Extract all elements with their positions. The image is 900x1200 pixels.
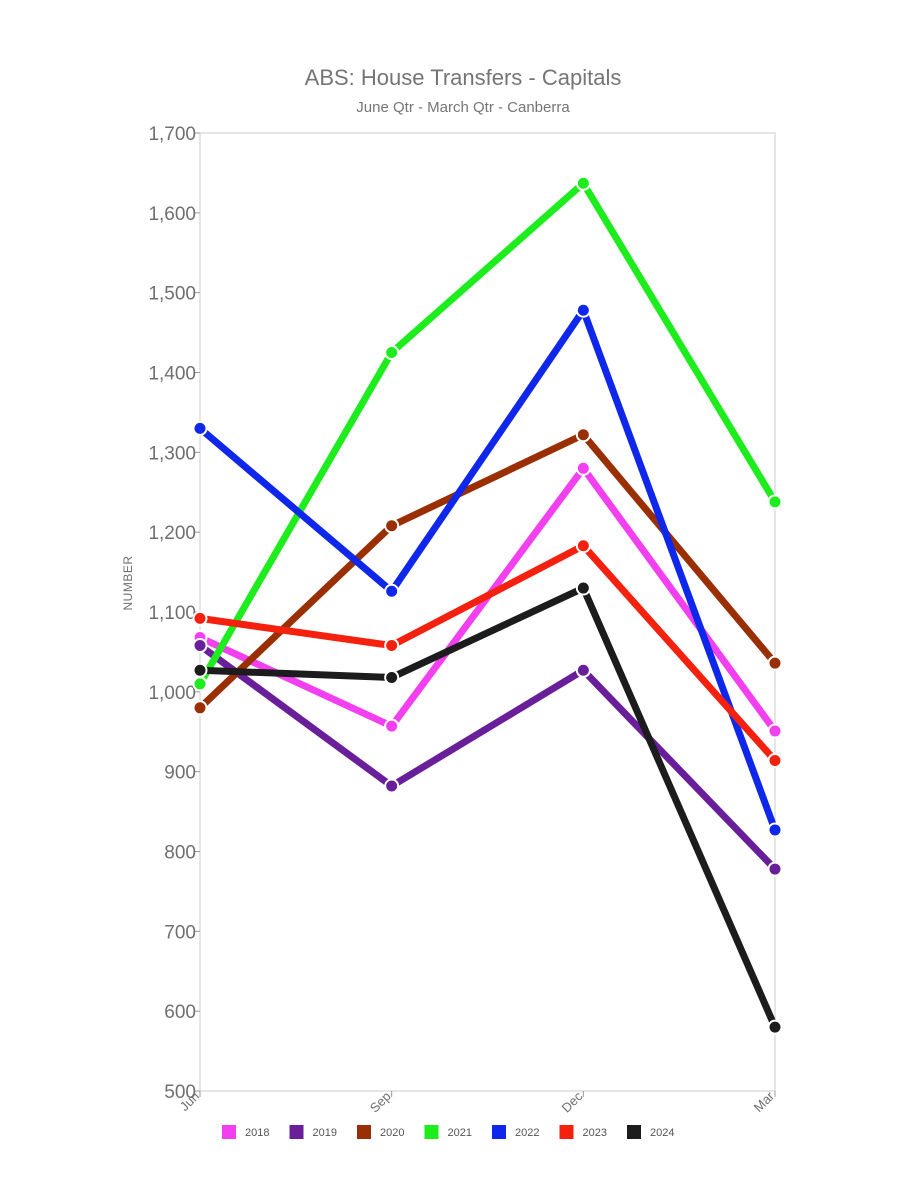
- data-point: [384, 518, 400, 534]
- data-point: [767, 752, 783, 768]
- data-point: [767, 822, 783, 838]
- legend-item: 2019: [289, 1125, 337, 1139]
- y-tick-label: 1,300: [148, 443, 196, 464]
- legend-item: 2020: [357, 1125, 404, 1139]
- data-point: [192, 662, 208, 678]
- y-tick-label: 500: [164, 1082, 196, 1103]
- data-point: [575, 460, 591, 476]
- legend: 2018 2019 2020 2021 2022 2023 2024: [222, 1125, 674, 1139]
- x-tick-label: Mar: [751, 1088, 778, 1115]
- series-2019: [192, 638, 783, 877]
- data-point: [575, 662, 591, 678]
- legend-label: 2022: [515, 1127, 539, 1139]
- series-line: [196, 431, 779, 712]
- y-tick-label: 1,200: [148, 523, 196, 544]
- y-tick-label: 1,100: [148, 603, 196, 624]
- data-point: [767, 861, 783, 877]
- legend-item: 2024: [627, 1125, 674, 1139]
- legend-label: 2024: [650, 1127, 674, 1139]
- series-2023: [192, 538, 783, 768]
- data-point: [575, 580, 591, 596]
- data-point: [192, 420, 208, 436]
- data-point: [575, 538, 591, 554]
- data-point: [384, 345, 400, 361]
- y-tick-label: 600: [164, 1002, 196, 1023]
- x-tick-label: Dec: [558, 1088, 585, 1115]
- series-line: [196, 542, 779, 764]
- legend-swatch: [424, 1125, 439, 1139]
- y-tick-label: 1,700: [148, 124, 196, 145]
- series-line: [196, 179, 779, 688]
- legend-swatch: [559, 1125, 574, 1139]
- data-point: [384, 669, 400, 685]
- series-2022: [192, 302, 783, 838]
- legend-label: 2018: [245, 1127, 269, 1139]
- data-point: [192, 638, 208, 654]
- data-point: [767, 723, 783, 739]
- data-point: [384, 583, 400, 599]
- y-tick-label: 900: [164, 763, 196, 784]
- legend-label: 2021: [448, 1127, 472, 1139]
- series-2020: [192, 427, 783, 716]
- legend-label: 2019: [313, 1127, 337, 1139]
- series-line: [196, 584, 779, 1031]
- data-point: [767, 494, 783, 510]
- data-point: [575, 302, 591, 318]
- x-tick-label: Sep: [367, 1089, 394, 1116]
- data-point: [575, 427, 591, 443]
- data-point: [384, 638, 400, 654]
- legend-label: 2020: [380, 1127, 404, 1139]
- legend-item: 2022: [492, 1125, 539, 1139]
- data-point: [384, 718, 400, 734]
- x-axis: Jun Sep Dec Mar: [177, 1088, 778, 1115]
- y-tick-label: 1,500: [148, 284, 196, 305]
- data-point: [384, 778, 400, 794]
- y-tick-label: 1,400: [148, 364, 196, 385]
- series-2024: [192, 580, 783, 1035]
- series-layer: [192, 175, 783, 1035]
- data-point: [767, 1019, 783, 1035]
- legend-swatch: [627, 1125, 641, 1139]
- y-tick-label: 1,600: [148, 204, 196, 225]
- legend-swatch: [289, 1125, 304, 1139]
- data-point: [192, 700, 208, 716]
- legend-item: 2018: [222, 1125, 269, 1139]
- y-axis-label: NUMBER: [121, 555, 135, 610]
- legend-item: 2021: [424, 1125, 472, 1139]
- data-point: [192, 676, 208, 692]
- legend-label: 2023: [583, 1127, 607, 1139]
- series-line: [196, 642, 779, 873]
- series-line: [196, 306, 779, 834]
- chart-title: ABS: House Transfers - Capitals: [305, 65, 622, 90]
- data-point: [767, 655, 783, 671]
- y-axis: 500 600 700 800 900 1,000 1,100 1,200 1,300 1,400…: [148, 124, 200, 1103]
- data-point: [192, 610, 208, 626]
- series-2021: [192, 175, 783, 692]
- chart-subtitle: June Qtr - March Qtr - Canberra: [356, 99, 570, 116]
- y-tick-label: 700: [164, 922, 196, 943]
- data-point: [575, 175, 591, 191]
- y-tick-label: 1,000: [148, 683, 196, 704]
- legend-swatch: [357, 1125, 371, 1139]
- y-tick-label: 800: [164, 843, 196, 864]
- legend-item: 2023: [559, 1125, 607, 1139]
- legend-swatch: [222, 1125, 236, 1139]
- legend-swatch: [492, 1125, 506, 1139]
